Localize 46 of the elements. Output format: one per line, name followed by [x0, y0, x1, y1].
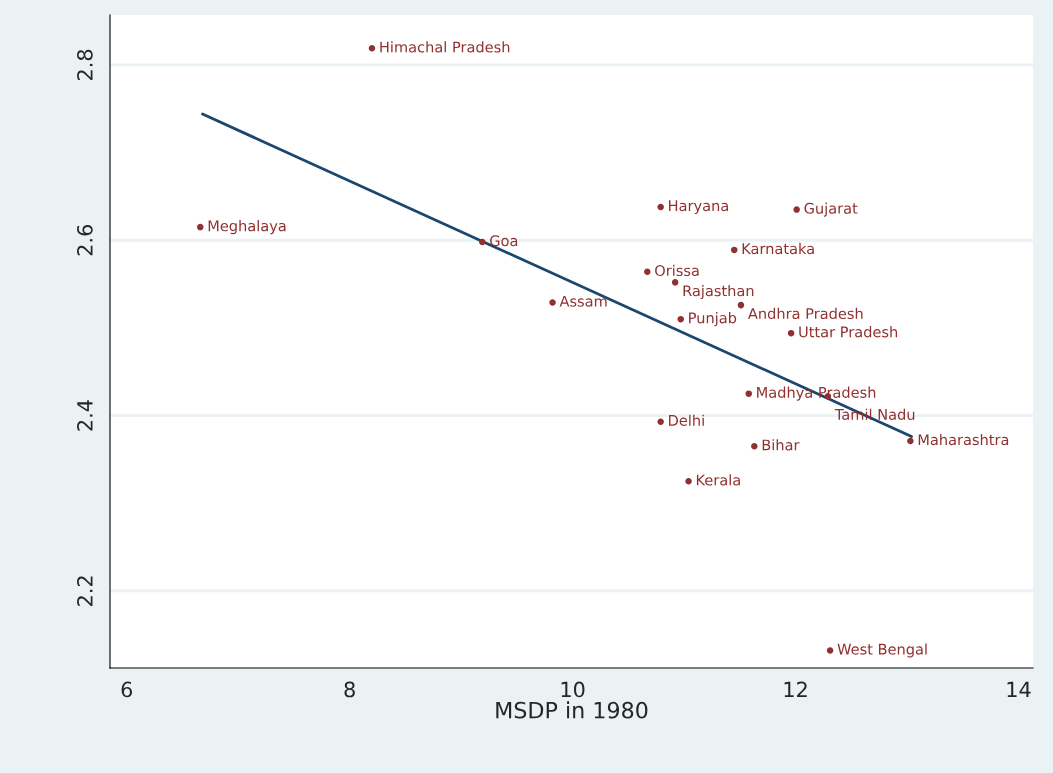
- annotation: Meghalaya: [208, 220, 286, 235]
- point: [657, 203, 664, 211]
- x-tick-label: 14: [1007, 681, 1031, 698]
- y-tick-label: 2.8: [77, 49, 93, 80]
- point: [685, 478, 692, 485]
- annotation: Assam: [559, 295, 607, 307]
- point: [751, 442, 758, 450]
- annotation: Maharashtra: [918, 433, 1009, 446]
- point: [793, 206, 800, 213]
- annotation: Punjab: [689, 312, 737, 327]
- point: [730, 246, 738, 254]
- y-tick-label: 2.2: [77, 576, 93, 606]
- annotation: Goa: [490, 235, 518, 247]
- point: [657, 418, 664, 425]
- y-tick-label: 2.6: [77, 225, 93, 256]
- point: [197, 223, 204, 231]
- point: [737, 301, 745, 309]
- x-tick-label: 8: [344, 681, 355, 698]
- annotation: Orissa: [655, 264, 699, 277]
- annotation: Kerala: [696, 474, 740, 486]
- point: [479, 238, 486, 246]
- annotation: Andhra Pradesh: [748, 307, 863, 320]
- annotation: Bihar: [762, 439, 800, 451]
- point: [907, 437, 914, 445]
- point: [368, 45, 376, 52]
- y-tick-label: 2.4: [77, 400, 93, 431]
- annotation: West Bengal: [837, 643, 927, 658]
- x-tick-label: 12: [784, 681, 807, 698]
- x-axis-title: MSDP in 1980: [496, 701, 648, 719]
- point: [677, 315, 684, 323]
- annotation: Rajasthan: [683, 285, 754, 300]
- point: [745, 390, 752, 397]
- point: [787, 329, 795, 337]
- x-tick-label: 10: [561, 681, 585, 698]
- annotation: Haryana: [669, 200, 728, 215]
- annotation: Himachal Pradesh: [380, 41, 510, 53]
- annotation: Delhi: [669, 414, 704, 426]
- annotation: Uttar Pradesh: [799, 326, 898, 338]
- annotation: Karnataka: [742, 242, 814, 255]
- point: [671, 279, 679, 286]
- annotation: Madhya Pradesh: [757, 386, 876, 401]
- point: [549, 299, 556, 306]
- point: [826, 647, 834, 654]
- x-tick-label: 6: [121, 681, 133, 698]
- annotation: Gujarat: [804, 202, 858, 217]
- point: [644, 268, 651, 276]
